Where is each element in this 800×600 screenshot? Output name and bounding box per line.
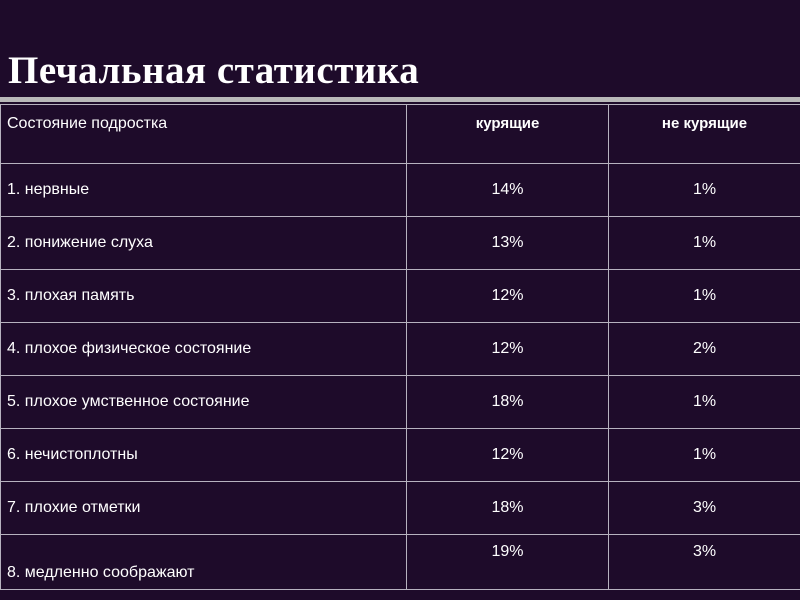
slide-title: Печальная статистика <box>8 49 420 92</box>
row-label: 4. плохое физическое состояние <box>0 322 407 376</box>
row-label: 5. плохое умственное состояние <box>0 375 407 429</box>
column-header-smokers: курящие <box>406 104 609 164</box>
title-divider <box>0 97 800 102</box>
smokers-value: 12% <box>406 269 609 323</box>
non-smokers-value: 3% <box>608 481 800 535</box>
non-smokers-value: 1% <box>608 375 800 429</box>
row-label: 1. нервные <box>0 163 407 217</box>
smokers-value: 13% <box>406 216 609 270</box>
non-smokers-value: 3% <box>608 534 800 590</box>
column-header-non-smokers: не курящие <box>608 104 800 164</box>
smokers-value: 12% <box>406 428 609 482</box>
row-label: 2. понижение слуха <box>0 216 407 270</box>
row-label: 8. медленно соображают <box>0 534 407 590</box>
table-row: 5. плохое умственное состояние 18% 1% <box>0 375 800 429</box>
smokers-value: 18% <box>406 481 609 535</box>
smokers-value: 14% <box>406 163 609 217</box>
table-row: 3. плохая память 12% 1% <box>0 269 800 323</box>
statistics-table: Состояние подростка курящие не курящие 1… <box>0 104 800 590</box>
table-row: 8. медленно соображают 19% 3% <box>0 534 800 590</box>
table-header-row: Состояние подростка курящие не курящие <box>0 104 800 164</box>
smokers-value: 12% <box>406 322 609 376</box>
non-smokers-value: 1% <box>608 269 800 323</box>
table-row: 7. плохие отметки 18% 3% <box>0 481 800 535</box>
table-row: 6. нечистоплотны 12% 1% <box>0 428 800 482</box>
smokers-value: 19% <box>406 534 609 590</box>
non-smokers-value: 1% <box>608 428 800 482</box>
row-label: 3. плохая память <box>0 269 407 323</box>
table-row: 4. плохое физическое состояние 12% 2% <box>0 322 800 376</box>
non-smokers-value: 1% <box>608 163 800 217</box>
column-header-condition: Состояние подростка <box>0 104 407 164</box>
row-label: 7. плохие отметки <box>0 481 407 535</box>
table-row: 1. нервные 14% 1% <box>0 163 800 217</box>
non-smokers-value: 2% <box>608 322 800 376</box>
non-smokers-value: 1% <box>608 216 800 270</box>
row-label: 6. нечистоплотны <box>0 428 407 482</box>
table-row: 2. понижение слуха 13% 1% <box>0 216 800 270</box>
smokers-value: 18% <box>406 375 609 429</box>
